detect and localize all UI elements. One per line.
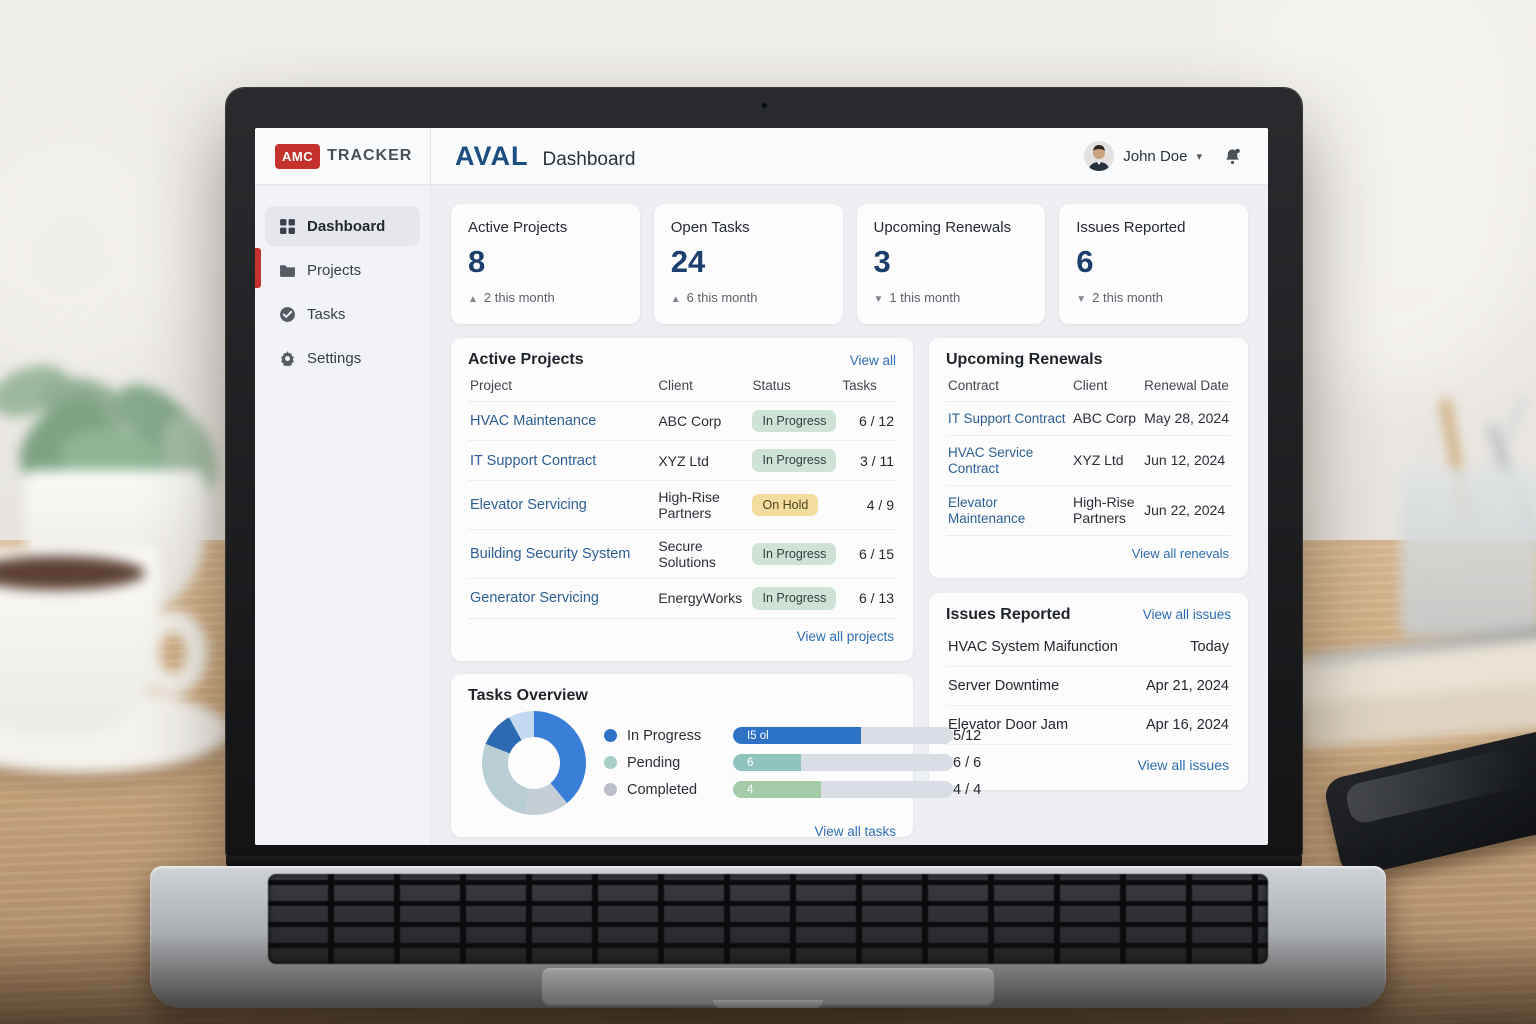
sidebar-item-label: Projects (307, 261, 362, 279)
sidebar-item-projects[interactable]: Projects (265, 250, 420, 290)
panel-title: Upcoming Renewals (946, 351, 1103, 368)
gear-icon (279, 350, 296, 367)
project-link[interactable]: IT Support Contract (470, 452, 597, 469)
left-column: Active Projects View all Project Client … (451, 338, 981, 839)
legend-dot (604, 783, 617, 796)
table-row[interactable]: IT Support Contract ABC Corp May 28, 202… (946, 401, 1231, 436)
dashboard-app-screen: AMC TRACKER AVAL Dashboard John Doe ▾ (255, 128, 1268, 845)
upcoming-renewals-panel: Upcoming Renewals Contract Client Renewa… (929, 338, 1248, 578)
view-all-link[interactable]: View all (849, 352, 896, 368)
status-badge: In Progress (752, 449, 837, 472)
stat-card-issues-reported: Issues Reported 6 2 this month (1059, 204, 1248, 324)
task-legend-row: Completed 4 4 / 4 (604, 781, 983, 798)
bokeh-highlight (0, 120, 200, 380)
list-item[interactable]: HVAC System Maifunction Today (946, 628, 1231, 667)
task-legend-row: In Progress I5 ol 5/12 (604, 727, 983, 744)
stat-card-active-projects: Active Projects 8 2 this month (451, 204, 640, 324)
legend-dot (604, 729, 617, 742)
contract-link[interactable]: HVAC Service Contract (948, 444, 1034, 477)
stat-card-upcoming-renewals: Upcoming Renewals 3 1 this month (856, 204, 1046, 324)
contract-link[interactable]: IT Support Contract (948, 411, 1066, 426)
brand-name: AVAL (455, 140, 529, 171)
trend-down-icon (1076, 290, 1086, 305)
trend-down-icon (874, 290, 884, 305)
table-row[interactable]: IT Support Contract XYZ Ltd In Progress … (468, 440, 896, 481)
view-all-renewals-link[interactable]: View all renevals (1131, 545, 1229, 561)
stat-value: 6 (1076, 244, 1094, 279)
app-logo[interactable]: AMC TRACKER (255, 128, 431, 184)
list-item[interactable]: Server Downtime Apr 21, 2024 (946, 667, 1231, 706)
main-content: Active Projects 8 2 this month Open Task… (431, 186, 1268, 845)
progress-bar: I5 ol (733, 727, 953, 744)
user-menu[interactable]: John Doe ▾ (1084, 141, 1268, 171)
stat-cards-row: Active Projects 8 2 this month Open Task… (451, 204, 1248, 324)
grid-icon (279, 218, 296, 235)
top-header-bar: AMC TRACKER AVAL Dashboard John Doe ▾ (255, 128, 1268, 185)
chevron-down-icon[interactable]: ▾ (1196, 150, 1202, 163)
panel-title: Issues Reported (946, 605, 1071, 623)
project-link[interactable]: Building Security System (470, 546, 631, 563)
logo-badge: AMC (275, 143, 321, 169)
sidebar-item-label: Dashboard (307, 217, 386, 235)
status-badge: On Hold (752, 493, 819, 517)
view-all-issues-link[interactable]: View all issues (1142, 607, 1231, 623)
avatar[interactable] (1084, 141, 1115, 171)
stat-card-open-tasks: Open Tasks 24 6 this month (653, 204, 843, 324)
renewals-table: Contract Client Renewal Date IT Support … (946, 369, 1231, 536)
sidebar-item-label: Settings (307, 349, 362, 367)
right-column: Upcoming Renewals Contract Client Renewa… (929, 338, 1248, 790)
table-row[interactable]: HVAC Maintenance ABC Corp In Progress 6 … (468, 401, 896, 442)
table-row[interactable]: Elevator Servicing High-Rise Partners On… (468, 480, 896, 530)
projects-table: Project Client Status Tasks HVAC Mainten… (468, 369, 896, 619)
stat-value: 24 (670, 244, 706, 279)
progress-bar: 6 (733, 754, 953, 771)
active-projects-panel: Active Projects View all Project Client … (451, 338, 913, 661)
status-badge: In Progress (752, 410, 837, 433)
progress-bar: 4 (733, 781, 953, 798)
sidebar-item-dashboard[interactable]: Dashboard (265, 206, 420, 246)
project-link[interactable]: HVAC Maintenance (470, 413, 597, 430)
table-row[interactable]: Building Security System Secure Solution… (468, 529, 896, 580)
project-link[interactable]: Generator Servicing (470, 590, 599, 607)
view-all-projects-link[interactable]: View all projects (796, 628, 894, 644)
sidebar: Dashboard Projects Tasks Settings (255, 186, 431, 845)
stat-value: 3 (873, 244, 891, 279)
task-legend-row: Pending 6 6 / 6 (604, 754, 983, 771)
logo-text: TRACKER (327, 147, 413, 164)
contract-link[interactable]: Elevator Maintenance (948, 494, 1026, 527)
active-item-accent-bar (255, 248, 261, 288)
trend-up-icon (468, 290, 478, 305)
check-circle-icon (279, 306, 296, 323)
trend-up-icon (671, 290, 681, 305)
table-row[interactable]: Generator Servicing EnergyWorks In Progr… (468, 578, 896, 619)
issue-date: Apr 16, 2024 (1145, 716, 1229, 733)
project-link[interactable]: Elevator Servicing (470, 497, 587, 513)
page-title: Dashboard (542, 148, 636, 170)
status-badge: In Progress (752, 587, 837, 610)
tasks-overview-panel: Tasks Overview In Progress I5 ol 5/12 (451, 673, 981, 839)
list-item[interactable]: Elevator Door Jam Apr 16, 2024 (946, 706, 1231, 745)
issue-date: Today (1190, 638, 1229, 655)
panel-title: Tasks Overview (468, 686, 588, 704)
table-row[interactable]: HVAC Service Contract XYZ Ltd Jun 12, 20… (946, 435, 1231, 486)
breadcrumb: AVAL Dashboard (431, 141, 1084, 172)
view-all-tasks-link[interactable]: View all tasks (814, 823, 896, 839)
webcam (761, 102, 768, 109)
panel-title: Active Projects (468, 351, 584, 368)
sidebar-item-tasks[interactable]: Tasks (265, 294, 420, 334)
table-row[interactable]: Elevator Maintenance High-Rise Partners … (946, 485, 1231, 536)
legend-dot (604, 756, 617, 769)
user-name: John Doe (1123, 147, 1188, 165)
issue-date: Apr 21, 2024 (1145, 677, 1229, 694)
status-badge: In Progress (752, 542, 837, 566)
folder-icon (279, 262, 296, 279)
sidebar-item-settings[interactable]: Settings (265, 338, 420, 378)
notifications-bell-icon[interactable] (1223, 147, 1242, 166)
view-all-issues-link[interactable]: View all issues (1137, 756, 1229, 773)
issues-reported-panel: Issues Reported View all issues HVAC Sys… (929, 592, 1248, 790)
tasks-donut-chart (482, 710, 586, 815)
photo-vignette (0, 934, 1536, 1024)
stat-value: 8 (468, 244, 486, 279)
sidebar-item-label: Tasks (307, 305, 346, 323)
